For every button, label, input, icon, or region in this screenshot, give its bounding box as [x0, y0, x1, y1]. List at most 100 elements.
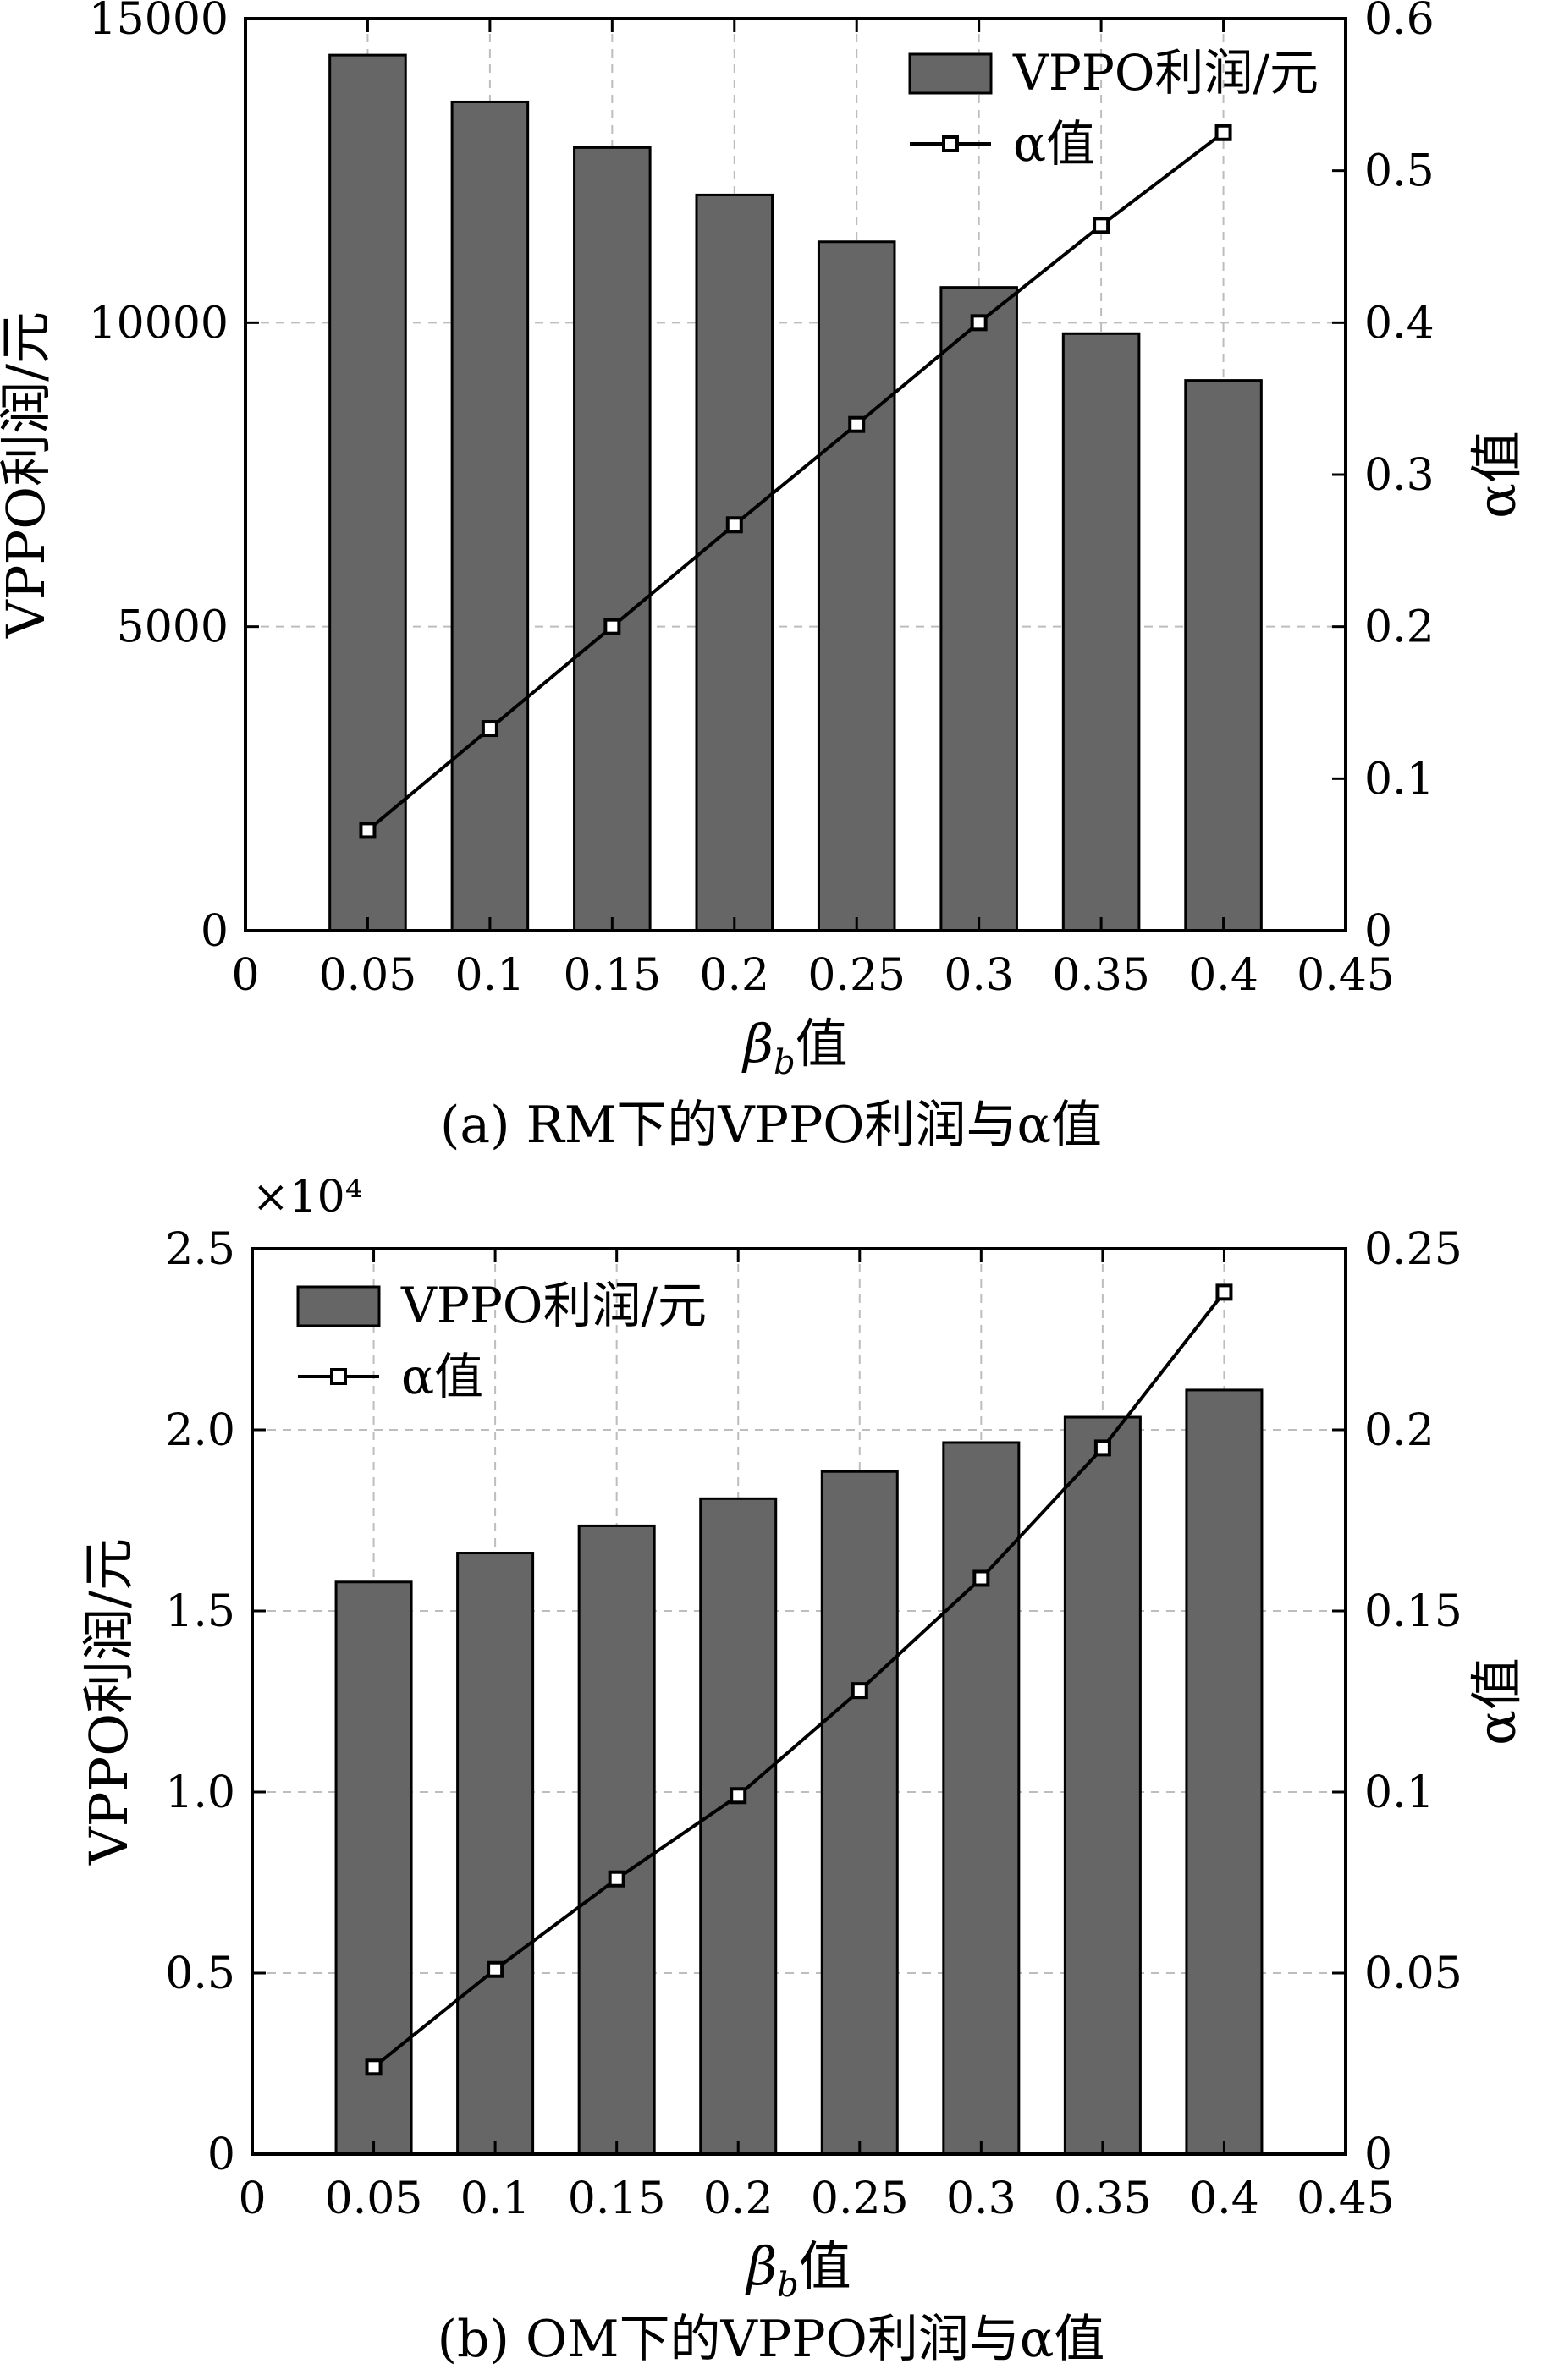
- y-right-tick-label: 0.15: [1364, 1586, 1462, 1637]
- legend-marker-swatch: [330, 1368, 347, 1385]
- x-axis-title-symbol: β: [741, 1013, 774, 1075]
- x-tick-label: 0.1: [460, 2174, 531, 2224]
- y-right-tick-label: 0.5: [1364, 146, 1435, 197]
- alpha-point-7: [1093, 217, 1110, 234]
- bar-8: [1185, 1388, 1264, 2156]
- y-right-tick-label: 0.2: [1364, 602, 1435, 653]
- legend-label-bar: VPPO利润/元: [1012, 44, 1319, 102]
- chart-panel-1: 0 0.05 0.1 0.15 0.2 0.25 0.3 0.35 0.4 0.450500010…: [0, 0, 1528, 1155]
- legend-label-bar: VPPO利润/元: [400, 1277, 707, 1334]
- bar-6: [939, 286, 1018, 932]
- bar-4: [695, 193, 774, 932]
- bar-7: [1063, 1415, 1142, 2156]
- x-tick-label: 0.45: [1297, 2174, 1395, 2224]
- x-axis-title-subscript: b: [777, 2266, 799, 2305]
- y-left-axis-title: VPPO利润/元: [78, 1538, 140, 1866]
- x-tick-label: 0.15: [568, 2174, 666, 2224]
- x-tick-label: 0.4: [1189, 2174, 1259, 2224]
- y-left-tick-label: 0.5: [165, 1949, 235, 1999]
- alpha-point-6: [972, 1569, 990, 1587]
- y-left-tick-label: 1.0: [165, 1767, 235, 1818]
- x-tick-label: 0.35: [1054, 2174, 1152, 2224]
- alpha-point-3: [603, 618, 621, 635]
- legend-label-line: α值: [1013, 115, 1095, 173]
- bar-5: [820, 1470, 899, 2156]
- chart-panel-2: 0 0.05 0.1 0.15 0.2 0.25 0.3 0.35 0.4 0.4500.51.0…: [78, 1172, 1528, 2369]
- y-left-tick-label: 2.5: [165, 1224, 235, 1275]
- x-tick-label: 0.3: [944, 950, 1014, 1001]
- bar-2: [456, 1552, 535, 2156]
- alpha-markers: [365, 1283, 1233, 2076]
- bar-8: [1184, 379, 1263, 932]
- x-axis-title-suffix: 值: [796, 1013, 848, 1075]
- y-left-axis-title: VPPO利润/元: [0, 311, 57, 639]
- bar-5: [817, 240, 896, 932]
- y-left-multiplier: ×10⁴: [252, 1172, 363, 1223]
- bar-2: [450, 100, 530, 932]
- bar-4: [699, 1497, 778, 2156]
- y-right-axis-title: α值: [1466, 1657, 1528, 1745]
- alpha-line: [372, 1291, 1226, 2069]
- ticks: 0 0.05 0.1 0.15 0.2 0.25 0.3 0.35 0.4 0.4500.51.0…: [165, 1224, 1462, 2224]
- y-left-tick-label: 0: [201, 906, 229, 957]
- x-tick-label: 0: [238, 2174, 266, 2224]
- x-tick-label: 0.15: [563, 950, 661, 1001]
- y-left-tick-label: 0: [207, 2130, 235, 2180]
- x-tick-label: 0.2: [703, 2174, 774, 2224]
- x-tick-label: 0: [231, 950, 259, 1001]
- y-right-tick-label: 0.2: [1364, 1405, 1435, 1456]
- legend-label-line: α值: [401, 1348, 483, 1405]
- y-right-tick-label: 0.1: [1364, 1767, 1435, 1818]
- legend-bar-swatch: [296, 1285, 381, 1327]
- x-tick-label: 0.35: [1052, 950, 1150, 1001]
- alpha-point-1: [359, 822, 377, 839]
- alpha-point-8: [1215, 1283, 1233, 1301]
- gridlines: [245, 19, 1346, 931]
- y-right-tick-label: 0.25: [1364, 1224, 1462, 1275]
- x-tick-label: 0.45: [1297, 950, 1395, 1001]
- x-tick-label: 0.3: [946, 2174, 1016, 2224]
- legend-marker-swatch: [942, 135, 959, 152]
- x-axis-title: βb值: [741, 1013, 847, 1082]
- y-right-axis-title: α值: [1466, 431, 1528, 519]
- bar-series: [334, 1388, 1264, 2156]
- x-tick-label: 0.2: [699, 950, 769, 1001]
- legend-bar-swatch: [908, 52, 993, 95]
- bar-7: [1061, 332, 1141, 932]
- bar-6: [942, 1441, 1021, 2156]
- ticks: 0 0.05 0.1 0.15 0.2 0.25 0.3 0.35 0.4 0.450500010…: [89, 0, 1435, 1001]
- alpha-point-3: [608, 1870, 625, 1888]
- alpha-point-6: [970, 314, 988, 332]
- alpha-line: [366, 131, 1225, 832]
- alpha-point-4: [725, 516, 743, 534]
- figure-caption: (b) OM下的VPPO利润与α值: [438, 2310, 1105, 2369]
- y-right-tick-label: 0.3: [1364, 450, 1435, 501]
- alpha-point-5: [848, 415, 866, 433]
- y-left-tick-label: 15000: [89, 0, 229, 45]
- alpha-point-4: [730, 1787, 747, 1805]
- y-right-tick-label: 0: [1364, 2130, 1392, 2180]
- x-tick-label: 0.05: [319, 950, 417, 1001]
- y-right-tick-label: 0: [1364, 906, 1392, 957]
- bar-3: [577, 1524, 656, 2156]
- x-tick-label: 0.1: [455, 950, 526, 1001]
- alpha-point-7: [1093, 1439, 1111, 1457]
- alpha-point-8: [1214, 124, 1232, 141]
- y-right-tick-label: 0.05: [1364, 1949, 1462, 1999]
- y-left-tick-label: 5000: [117, 602, 229, 653]
- bar-series: [328, 53, 1263, 932]
- legend: VPPO利润/元 α值: [908, 44, 1319, 173]
- legend: VPPO利润/元 α值: [296, 1277, 707, 1405]
- bar-3: [573, 146, 652, 932]
- x-axis-title-symbol: β: [745, 2235, 777, 2297]
- y-left-tick-label: 10000: [89, 298, 229, 349]
- bar-1: [328, 53, 407, 932]
- y-left-tick-label: 1.5: [165, 1586, 235, 1637]
- x-tick-label: 0.25: [811, 2174, 909, 2224]
- alpha-point-2: [481, 720, 498, 738]
- x-tick-label: 0.05: [325, 2174, 423, 2224]
- alpha-markers: [359, 124, 1232, 839]
- x-tick-label: 0.25: [807, 950, 906, 1001]
- alpha-point-5: [851, 1682, 868, 1700]
